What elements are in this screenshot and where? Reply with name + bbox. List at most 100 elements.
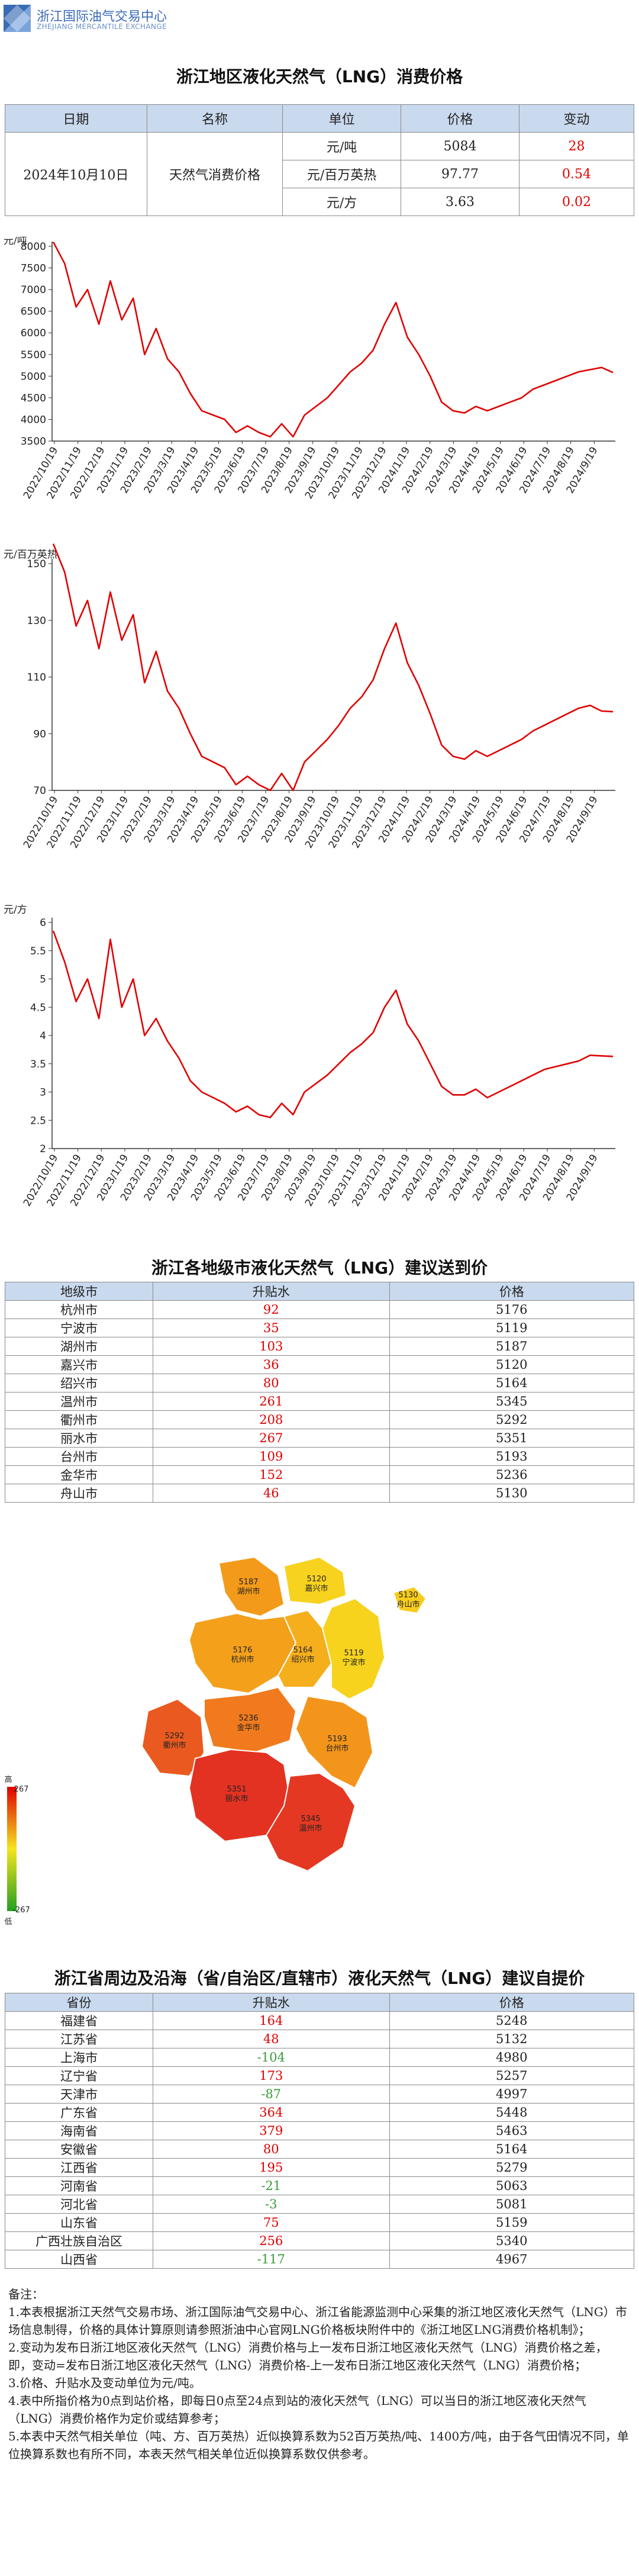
province-price-table: 省份 升贴水 价格 福建省 164 5248 江苏省 48 5132 上海市 -104 4980 辽宁省… <box>4 1993 635 2269</box>
province-name-cell: 海南省 <box>4 2121 154 2140</box>
map-region-name: 舟山市 <box>396 1600 419 1609</box>
unit-cell: 元/方 <box>282 188 401 216</box>
premium-cell: 164 <box>153 2011 390 2030</box>
map-region-name: 温州市 <box>299 1824 322 1833</box>
legend-high-label: 高 <box>4 1775 12 1784</box>
map-region-shape <box>218 1556 285 1617</box>
org-name-cn: 浙江国际油气交易中心 <box>37 9 167 24</box>
city-name-cell: 丽水市 <box>4 1429 154 1448</box>
y-tick-label: 6 <box>40 917 46 929</box>
map-region-name: 湖州市 <box>237 1587 260 1596</box>
y-tick-label: 5000 <box>21 371 46 382</box>
premium-cell: 75 <box>153 2213 390 2232</box>
legend-max-value: 267 <box>14 1785 29 1794</box>
y-tick-label: 4 <box>40 1030 46 1042</box>
legend-min-value: -267 <box>12 1906 30 1915</box>
legend-low-label: 低 <box>4 1918 12 1927</box>
table-header-row: 省份 升贴水 价格 <box>4 1993 635 2012</box>
premium-cell: 152 <box>153 1465 390 1484</box>
table-row: 江西省 195 5279 <box>4 2158 635 2177</box>
column-header: 省份 <box>4 1993 154 2012</box>
table-row: 2024年10月10日 天然气消费价格 元/吨 5084 28 <box>5 132 634 216</box>
province-name-cell: 河南省 <box>4 2176 154 2195</box>
table-row: 杭州市 92 5176 <box>4 1300 634 1319</box>
price-cell: 5340 <box>389 2231 635 2250</box>
y-tick-label: 4.5 <box>30 1002 46 1014</box>
price-series-line <box>52 543 614 792</box>
premium-cell: 80 <box>153 2140 390 2159</box>
y-tick-label: 110 <box>27 672 46 684</box>
premium-cell: -104 <box>153 2048 390 2067</box>
y-tick-label: 6500 <box>21 306 46 318</box>
y-tick-label: 8000 <box>21 241 46 253</box>
premium-cell: 35 <box>153 1318 390 1337</box>
price-cell: 5164 <box>389 2140 635 2159</box>
map-region-name: 宁波市 <box>342 1658 365 1667</box>
price-cell: 5193 <box>389 1447 634 1466</box>
price-cell: 4967 <box>389 2250 635 2269</box>
price-cell: 5132 <box>389 2030 635 2048</box>
map-region-name: 金华市 <box>237 1723 260 1732</box>
table-header-row: 地级市 升贴水 价格 <box>4 1282 634 1301</box>
premium-cell: 364 <box>153 2103 390 2122</box>
price-date: 2024年10月10日 <box>5 132 147 216</box>
note-line: 5.本表中天然气相关单位（吨、方、百万英热）近似换算系数为52百万英热/吨、14… <box>8 2429 629 2461</box>
map-region-price: 5187 <box>238 1578 258 1587</box>
map-region-shape <box>283 1556 347 1606</box>
price-cell: 5351 <box>389 1429 634 1448</box>
map-region-name: 台州市 <box>325 1744 348 1753</box>
table-row: 湖州市 103 5187 <box>4 1337 634 1356</box>
change-cell: 28 <box>519 132 634 160</box>
premium-cell: 256 <box>153 2231 390 2250</box>
map-region-name: 丽水市 <box>225 1794 248 1803</box>
price-cell: 5345 <box>389 1392 634 1411</box>
price-name: 天然气消费价格 <box>146 132 283 216</box>
price-cell: 5159 <box>389 2213 635 2232</box>
table-row: 山西省 -117 4967 <box>4 2250 635 2269</box>
price-cell: 5084 <box>400 132 520 160</box>
city-name-cell: 嘉兴市 <box>4 1355 154 1374</box>
table-header-row: 日期 名称 单位 价格 变动 <box>5 104 634 133</box>
price-cell: 5119 <box>389 1318 634 1337</box>
price-cell: 97.77 <box>400 160 520 188</box>
map-region-price: 5176 <box>233 1646 252 1655</box>
note-line: 4.表中所指价格为0点到站价格，即每日0点至24点到站的液化天然气（LNG）可以… <box>8 2394 586 2426</box>
price-cell: 4997 <box>389 2085 635 2104</box>
premium-cell: 46 <box>153 1484 390 1503</box>
table-row: 福建省 164 5248 <box>4 2011 635 2030</box>
table-row: 河南省 -21 5063 <box>4 2176 635 2195</box>
premium-cell: 103 <box>153 1337 390 1356</box>
notes: 备注： 1.本表根据浙江天然气交易市场、浙江国际油气交易中心、浙江省能源监测中心采… <box>8 2285 631 2463</box>
price-history-charts: 元/吨 3500 4000 4500 5000 5500 6000 6500 7000 7500 8… <box>4 237 615 1208</box>
table-row: 上海市 -104 4980 <box>4 2048 635 2067</box>
premium-cell: 195 <box>153 2158 390 2177</box>
y-axis-unit-label: 元/吨 <box>4 237 27 247</box>
table-row: 温州市 261 5345 <box>4 1392 634 1411</box>
table-row: 广东省 364 5448 <box>4 2103 635 2122</box>
legend-color-bar <box>7 1787 17 1911</box>
city-name-cell: 温州市 <box>4 1392 154 1411</box>
premium-cell: -3 <box>153 2195 390 2214</box>
note-line: 3.价格、升贴水及变动单位为元/吨。 <box>8 2376 201 2390</box>
table-row: 舟山市 46 5130 <box>4 1484 634 1503</box>
premium-cell: 173 <box>153 2066 390 2085</box>
table-row: 金华市 152 5236 <box>4 1465 634 1484</box>
map-region-shape <box>277 1609 333 1688</box>
y-tick-label: 6000 <box>21 327 46 339</box>
table-row: 绍兴市 80 5164 <box>4 1374 634 1392</box>
price-cell: 5187 <box>389 1337 634 1356</box>
province-name-cell: 河北省 <box>4 2195 154 2214</box>
line-chart-2: 元/百万英热70901101301502022/10/192022/11/192… <box>4 543 615 850</box>
map-region-name: 杭州市 <box>231 1655 254 1664</box>
map-region-shape <box>204 1686 297 1754</box>
map-region-name: 嘉兴市 <box>305 1584 328 1593</box>
province-name-cell: 上海市 <box>4 2048 154 2067</box>
